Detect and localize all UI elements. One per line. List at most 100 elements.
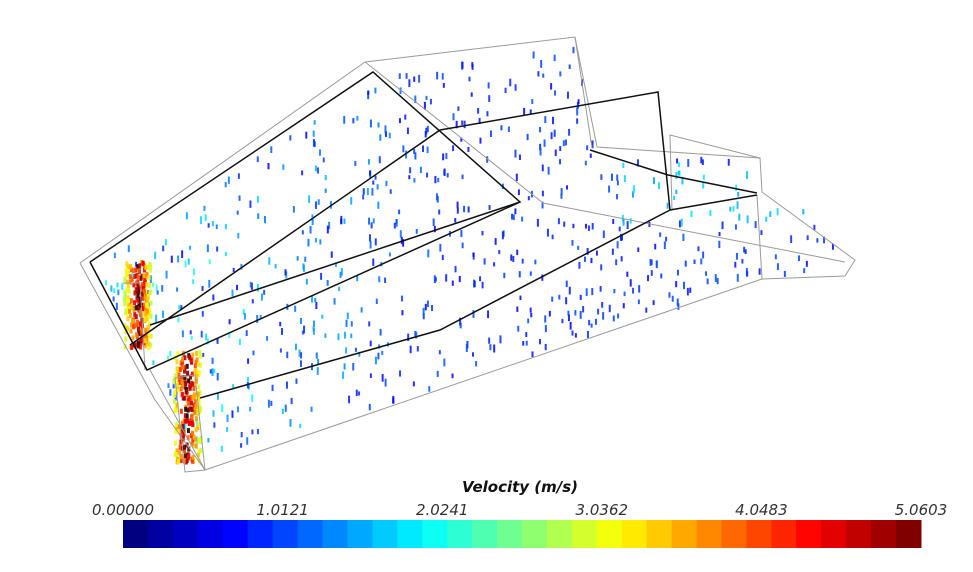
- vector: [178, 450, 182, 456]
- vector: [212, 294, 215, 301]
- vector: [173, 408, 177, 414]
- vector: [487, 82, 490, 89]
- vector: [194, 373, 198, 379]
- vector: [191, 454, 195, 460]
- vector: [143, 317, 147, 323]
- vector: [319, 239, 322, 245]
- vector: [541, 164, 544, 172]
- vector: [374, 356, 377, 365]
- vector: [181, 250, 184, 259]
- vector: [499, 335, 502, 344]
- vector: [366, 188, 369, 196]
- vector: [191, 352, 195, 358]
- vector: [486, 111, 489, 117]
- vector: [127, 264, 131, 270]
- vector: [188, 406, 192, 412]
- color-swatch: [846, 520, 872, 548]
- vector: [147, 341, 151, 347]
- vector: [141, 295, 145, 301]
- vector: [179, 386, 183, 392]
- vector: [647, 275, 650, 282]
- vector: [776, 208, 779, 216]
- vector: [143, 294, 147, 300]
- vector: [350, 321, 353, 327]
- vector: [544, 315, 547, 323]
- vector: [294, 343, 297, 351]
- vector: [571, 330, 574, 336]
- vector: [626, 271, 629, 277]
- vector: [563, 221, 566, 227]
- vector: [401, 310, 404, 316]
- vector: [454, 265, 457, 273]
- vector: [369, 373, 372, 378]
- vector: [393, 222, 396, 229]
- vector: [142, 282, 146, 288]
- vector: [136, 274, 140, 280]
- vector: [636, 159, 639, 167]
- vector: [531, 351, 534, 358]
- vector: [597, 308, 600, 315]
- vector: [337, 333, 340, 341]
- vector: [126, 283, 130, 289]
- color-swatch: [172, 520, 199, 548]
- vector: [180, 356, 184, 362]
- vector: [668, 292, 671, 298]
- vector: [721, 221, 724, 230]
- vector: [299, 360, 302, 367]
- vector: [173, 392, 177, 398]
- vector: [434, 175, 437, 184]
- vector: [512, 214, 515, 221]
- vector: [145, 335, 149, 341]
- vector: [765, 216, 768, 222]
- vector: [216, 246, 219, 252]
- vector: [632, 185, 635, 194]
- vector: [148, 289, 152, 295]
- vector: [178, 305, 181, 310]
- vector: [112, 296, 115, 302]
- vector: [117, 289, 120, 296]
- vector: [134, 287, 138, 293]
- vector: [240, 431, 243, 438]
- vector: [354, 161, 357, 167]
- vector: [673, 195, 676, 200]
- vector: [488, 337, 491, 344]
- vector: [512, 255, 515, 263]
- vector: [316, 367, 319, 375]
- vector: [140, 336, 144, 342]
- vector: [384, 131, 387, 137]
- vector: [760, 230, 763, 236]
- vector: [315, 352, 318, 359]
- vector: [442, 83, 445, 88]
- vector: [368, 403, 371, 411]
- vector: [678, 170, 681, 176]
- vector: [340, 268, 343, 276]
- vector: [183, 448, 187, 454]
- vector: [564, 139, 567, 146]
- vector: [259, 314, 262, 320]
- vector: [426, 300, 429, 308]
- vector: [180, 375, 184, 381]
- vector: [658, 182, 661, 190]
- vector: [256, 283, 259, 292]
- vector: [203, 205, 206, 211]
- vector: [178, 366, 182, 372]
- vector: [468, 76, 471, 82]
- vector: [686, 287, 689, 296]
- vector: [441, 73, 444, 80]
- vector: [568, 64, 571, 69]
- vector: [401, 295, 404, 302]
- vector: [147, 322, 151, 328]
- vector: [305, 278, 308, 285]
- vector: [516, 306, 519, 312]
- vector: [185, 458, 189, 464]
- vector: [618, 226, 621, 232]
- vector: [213, 422, 216, 428]
- vector: [487, 310, 490, 319]
- vector: [134, 305, 138, 311]
- vector: [317, 199, 320, 205]
- vector: [149, 300, 153, 306]
- vector: [192, 392, 196, 398]
- vector: [184, 381, 188, 387]
- vector: [177, 428, 181, 434]
- vector: [591, 140, 594, 149]
